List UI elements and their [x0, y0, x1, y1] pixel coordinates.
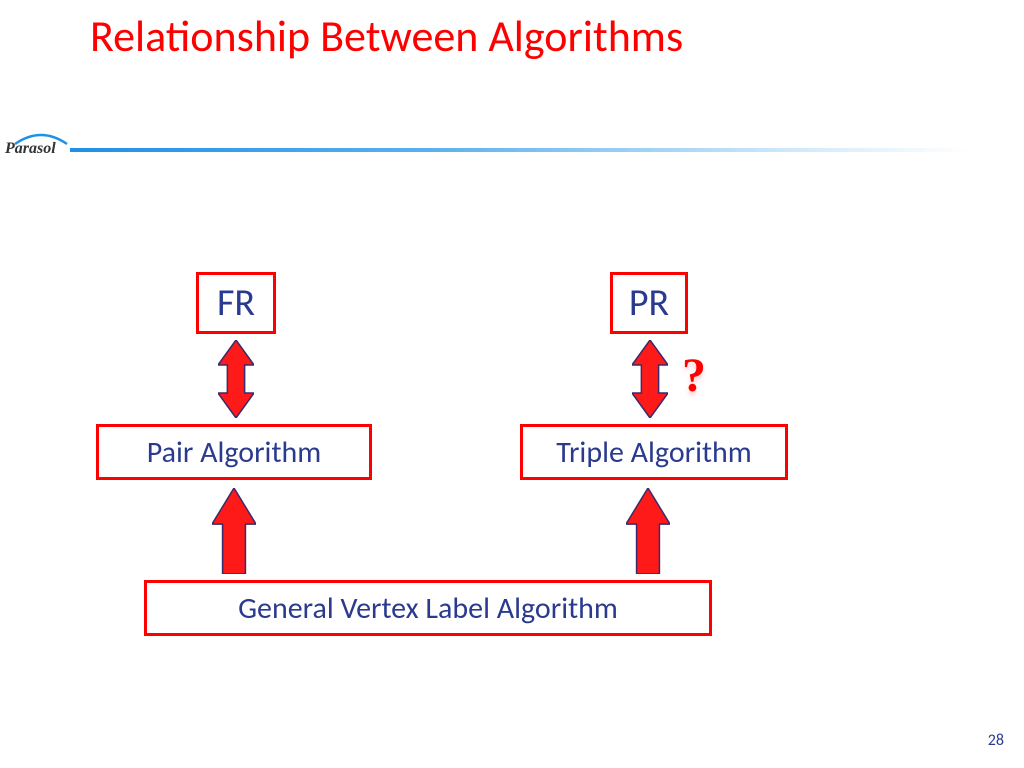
arrow-gen-pair-icon [212, 488, 256, 574]
box-general: General Vertex Label Algorithm [144, 580, 712, 636]
slide-title: Relationship Between Algorithms [90, 10, 683, 63]
box-triple: Triple Algorithm [520, 424, 788, 480]
box-pair-label: Pair Algorithm [147, 434, 321, 471]
box-fr-label: FR [217, 280, 255, 326]
box-pr-label: PR [629, 280, 669, 326]
header-divider [70, 148, 970, 152]
arrow-gen-triple-icon [626, 488, 670, 574]
logo-text: Parasol [5, 140, 56, 158]
parasol-logo: Parasol [3, 130, 73, 160]
arrow-pr-triple-icon [632, 340, 668, 418]
box-triple-label: Triple Algorithm [556, 434, 752, 471]
box-fr: FR [196, 272, 276, 334]
box-general-label: General Vertex Label Algorithm [238, 590, 618, 627]
box-pr: PR [610, 272, 688, 334]
page-number: 28 [988, 731, 1004, 750]
question-mark-icon: ? [682, 348, 706, 403]
arrow-fr-pair-icon [218, 340, 254, 418]
box-pair: Pair Algorithm [96, 424, 372, 480]
